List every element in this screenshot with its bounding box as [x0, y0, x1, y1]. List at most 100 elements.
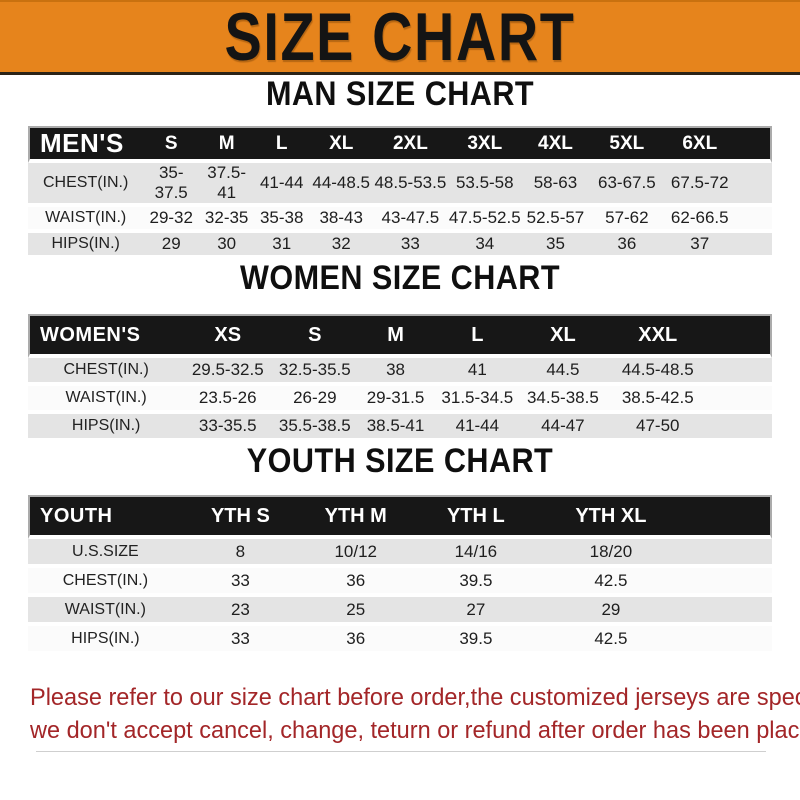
row-spacer-cell: [683, 626, 772, 655]
size-value: 38: [358, 358, 433, 386]
size-value: 44.5-48.5: [603, 358, 712, 386]
size-value: 47.5-52.5: [447, 207, 522, 233]
row-label: WAIST(IN.): [28, 597, 183, 626]
section-men: MAN SIZE CHART MEN'S S M L XL 2XL 3XL 4XL 5XL 6XL…: [0, 75, 800, 259]
women-section-heading: WOMEN SIZE CHART: [239, 259, 560, 297]
size-value: 52.5-57: [521, 207, 589, 233]
size-column-header: XS: [184, 314, 272, 358]
size-value: 23: [182, 597, 299, 626]
size-value: 35: [521, 233, 589, 259]
size-value: 29: [538, 597, 684, 626]
size-value: 23.5-26: [184, 386, 272, 414]
row-spacer-cell: [683, 568, 772, 597]
size-value: 33-35.5: [184, 414, 272, 442]
size-value: 29-31.5: [358, 386, 433, 414]
size-value: 35.5-38.5: [271, 414, 359, 442]
row-label: CHEST(IN.): [28, 358, 185, 386]
table-corner-label: MEN'S: [28, 126, 144, 163]
size-value: 29-32: [143, 207, 200, 233]
size-value: 43-47.5: [373, 207, 448, 233]
measurement-row: CHEST(IN.) 35-37.5 37.5-41 41-44 44-48.5 48.5…: [28, 163, 772, 207]
size-value: 30: [199, 233, 255, 259]
row-spacer-cell: [683, 539, 772, 568]
size-value: 33: [182, 626, 299, 655]
measurement-row: WAIST(IN.) 23 25 27 29: [28, 597, 772, 626]
size-value: 32: [309, 233, 374, 259]
size-value: 33: [373, 233, 448, 259]
size-value: 26-29: [271, 386, 359, 414]
size-value: 35-38: [254, 207, 310, 233]
measurement-row: WAIST(IN.) 23.5-26 26-29 29-31.5 31.5-34.5 34…: [28, 386, 772, 414]
size-column-header: YTH XL: [538, 495, 684, 539]
header-spacer-cell: [683, 495, 772, 539]
row-spacer-cell: [734, 163, 772, 207]
youth-size-table: YOUTH YTH S YTH M YTH L YTH XL U.S.SIZE 8 10/12…: [28, 495, 772, 655]
size-value: 29: [143, 233, 200, 259]
row-label: WAIST(IN.): [28, 386, 185, 414]
size-value: 33: [182, 568, 299, 597]
men-section-heading: MAN SIZE CHART: [265, 75, 535, 113]
size-column-header: L: [254, 126, 310, 163]
size-value: 39.5: [413, 626, 539, 655]
size-value: 18/20: [538, 539, 684, 568]
header-spacer-cell: [734, 126, 772, 163]
size-value: 41-44: [254, 163, 310, 207]
size-column-header: XXL: [603, 314, 712, 358]
size-value: 32-35: [199, 207, 255, 233]
womens-size-table: WOMEN'S XS S M L XL XXL CHEST(IN.) 29.5-32.5 32.5…: [28, 314, 772, 442]
size-value: 36: [298, 568, 414, 597]
size-value: 42.5: [538, 568, 684, 597]
size-column-header: M: [358, 314, 433, 358]
section-youth: YOUTH SIZE CHART YOUTH YTH S YTH M YTH L YTH…: [0, 442, 800, 655]
row-spacer-cell: [734, 207, 772, 233]
measurement-row: WAIST(IN.) 29-32 32-35 35-38 38-43 43-47.5 47.…: [28, 207, 772, 233]
size-value: 38.5-42.5: [603, 386, 712, 414]
table-corner-label: WOMEN'S: [28, 314, 185, 358]
row-spacer-cell: [711, 358, 772, 386]
size-value: 41: [432, 358, 522, 386]
size-table-header-row: MEN'S S M L XL 2XL 3XL 4XL 5XL 6XL: [28, 126, 772, 163]
banner: SIZE CHART: [0, 0, 800, 75]
size-value: 37.5-41: [199, 163, 255, 207]
row-label: CHEST(IN.): [28, 568, 183, 597]
footer-note: Please refer to our size chart before or…: [30, 681, 800, 752]
size-value: 31.5-34.5: [432, 386, 522, 414]
measurement-row: CHEST(IN.) 29.5-32.5 32.5-35.5 38 41 44.5 44.5…: [28, 358, 772, 386]
size-column-header: YTH M: [298, 495, 414, 539]
mens-size-table: MEN'S S M L XL 2XL 3XL 4XL 5XL 6XL CHEST(IN.) 35-37…: [28, 126, 772, 259]
size-value: 41-44: [432, 414, 522, 442]
row-label: HIPS(IN.): [28, 414, 185, 442]
bottom-divider: [36, 751, 766, 752]
size-column-header: M: [199, 126, 255, 163]
size-value: 37: [664, 233, 735, 259]
row-label: CHEST(IN.): [28, 163, 144, 207]
size-value: 10/12: [298, 539, 414, 568]
size-column-header: 2XL: [373, 126, 448, 163]
size-value: 44-48.5: [309, 163, 374, 207]
size-column-header: YTH L: [413, 495, 539, 539]
size-value: 63-67.5: [588, 163, 665, 207]
size-value: 36: [588, 233, 665, 259]
size-value: 53.5-58: [447, 163, 522, 207]
size-value: 34: [447, 233, 522, 259]
size-value: 58-63: [521, 163, 589, 207]
size-value: 32.5-35.5: [271, 358, 359, 386]
row-label: HIPS(IN.): [28, 233, 144, 259]
size-value: 29.5-32.5: [184, 358, 272, 386]
row-label: WAIST(IN.): [28, 207, 144, 233]
header-spacer-cell: [711, 314, 772, 358]
row-label: U.S.SIZE: [28, 539, 183, 568]
row-spacer-cell: [711, 386, 772, 414]
measurement-row: U.S.SIZE 8 10/12 14/16 18/20: [28, 539, 772, 568]
banner-title: SIZE CHART: [224, 0, 576, 75]
size-value: 62-66.5: [664, 207, 735, 233]
youth-section-heading: YOUTH SIZE CHART: [246, 442, 554, 480]
size-table-header-row: YOUTH YTH S YTH M YTH L YTH XL: [28, 495, 772, 539]
size-value: 27: [413, 597, 539, 626]
size-column-header: 3XL: [447, 126, 522, 163]
row-spacer-cell: [711, 414, 772, 442]
size-value: 39.5: [413, 568, 539, 597]
size-value: 8: [182, 539, 299, 568]
size-value: 44-47: [521, 414, 604, 442]
